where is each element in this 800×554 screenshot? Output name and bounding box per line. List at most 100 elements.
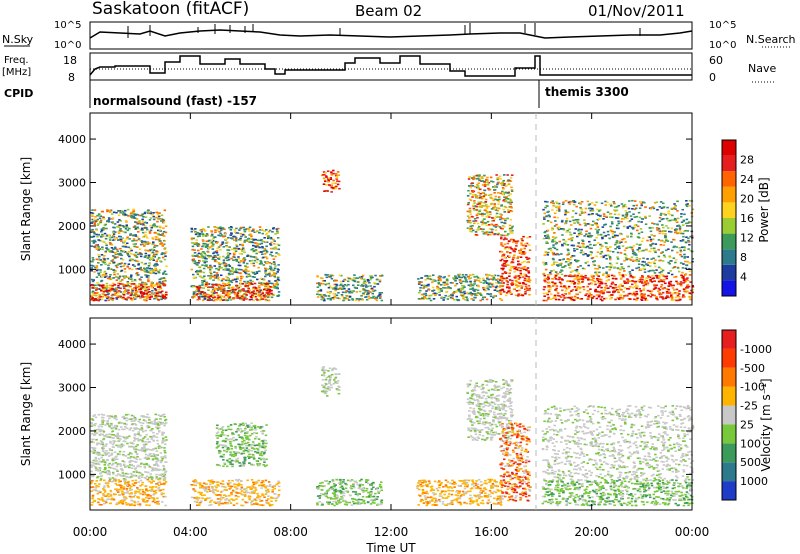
range-gate-cell xyxy=(201,239,205,241)
range-gate-cell xyxy=(239,261,242,263)
range-gate-cell xyxy=(572,219,575,222)
range-gate-cell xyxy=(477,175,481,177)
range-gate-cell xyxy=(153,253,156,256)
range-gate-cell xyxy=(202,267,206,270)
range-gate-cell xyxy=(482,279,485,282)
range-gate-cell xyxy=(509,231,512,234)
range-gate-cell xyxy=(144,262,147,265)
range-gate-cell xyxy=(419,289,422,292)
range-gate-cell xyxy=(559,296,563,298)
range-gate-cell xyxy=(154,216,158,219)
range-gate-cell xyxy=(640,221,643,223)
range-gate-cell xyxy=(487,288,490,291)
range-gate-cell xyxy=(549,286,552,288)
range-gate-cell xyxy=(677,270,681,273)
range-gate-cell xyxy=(265,241,269,243)
range-gate-cell xyxy=(122,296,125,299)
range-gate-cell xyxy=(565,217,569,220)
range-gate-cell xyxy=(622,225,626,228)
range-gate-cell xyxy=(229,234,232,236)
range-gate-cell xyxy=(519,273,523,276)
range-gate-cell xyxy=(163,253,166,255)
range-gate-cell xyxy=(316,293,319,295)
range-gate-cell xyxy=(587,223,590,225)
range-gate-cell xyxy=(236,295,239,297)
cpid-panel: CPID normalsound (fast) -157 themis 3300 xyxy=(4,80,629,108)
range-gate-cell xyxy=(632,204,635,207)
range-gate-cell xyxy=(496,233,500,236)
range-gate-cell xyxy=(117,277,121,280)
range-gate-cell xyxy=(222,282,225,285)
range-gate-cell xyxy=(331,297,335,299)
range-gate-cell xyxy=(597,234,600,236)
range-gate-cell xyxy=(679,249,682,252)
range-gate-cell xyxy=(424,292,427,295)
range-gate-cell xyxy=(469,281,472,284)
range-gate-cell xyxy=(143,263,146,266)
range-gate-cell xyxy=(164,255,167,257)
range-gate-cell xyxy=(426,297,429,300)
range-gate-cell xyxy=(108,218,111,220)
range-gate-cell xyxy=(92,286,95,288)
range-gate-cell xyxy=(225,275,228,278)
range-gate-cell xyxy=(358,276,362,279)
range-gate-cell xyxy=(131,280,134,282)
range-gate-cell xyxy=(119,280,122,283)
range-gate-cell xyxy=(254,231,258,233)
range-gate-cell xyxy=(356,277,359,279)
range-gate-cell xyxy=(598,280,601,283)
range-gate-cell xyxy=(123,268,127,270)
range-gate-cell xyxy=(528,287,531,290)
range-gate-cell xyxy=(558,277,562,280)
range-gate-cell xyxy=(634,207,638,210)
range-gate-cell xyxy=(119,291,123,293)
range-gate-cell xyxy=(510,189,514,191)
range-gate-cell xyxy=(515,286,519,288)
range-gate-cell xyxy=(640,240,644,243)
range-gate-cell xyxy=(116,250,119,253)
range-gate-cell xyxy=(543,212,546,215)
range-gate-cell xyxy=(95,219,98,222)
range-gate-cell xyxy=(202,299,205,302)
range-gate-cell xyxy=(253,245,257,247)
range-gate-cell xyxy=(560,278,563,280)
range-gate-cell xyxy=(459,281,463,283)
range-gate-cell xyxy=(227,279,230,282)
range-gate-cell xyxy=(445,282,449,284)
range-gate-cell xyxy=(683,247,687,249)
range-gate-cell xyxy=(432,279,436,281)
range-gate-cell xyxy=(326,170,330,172)
range-gate-cell xyxy=(509,246,512,249)
range-gate-cell xyxy=(666,240,670,242)
range-gate-cell xyxy=(504,265,507,267)
range-gate-cell xyxy=(137,274,140,276)
range-gate-cell xyxy=(147,286,150,288)
range-gate-cell xyxy=(522,253,526,255)
range-gate-cell xyxy=(554,298,558,301)
range-gate-cell xyxy=(466,298,469,300)
range-gate-cell xyxy=(484,222,488,224)
range-gate-cell xyxy=(145,222,149,224)
range-gate-cell xyxy=(117,239,120,241)
range-gate-cell xyxy=(515,290,519,292)
range-gate-cell xyxy=(614,210,617,212)
range-gate-cell xyxy=(161,290,164,293)
range-gate-cell xyxy=(217,258,221,260)
range-gate-cell xyxy=(593,264,597,266)
range-gate-cell xyxy=(131,291,134,294)
range-gate-cell xyxy=(510,247,513,250)
range-gate-cell xyxy=(454,279,457,281)
range-gate-cell xyxy=(469,285,472,287)
range-gate-cell xyxy=(354,299,358,302)
range-gate-cell xyxy=(258,281,261,284)
range-gate-cell xyxy=(483,213,486,215)
range-gate-cell xyxy=(672,257,676,259)
range-gate-cell xyxy=(551,240,554,243)
range-gate-cell xyxy=(233,239,236,241)
range-gate-cell xyxy=(272,273,276,275)
range-gate-cell xyxy=(102,293,105,295)
range-gate-cell xyxy=(583,211,587,214)
range-gate-cell xyxy=(501,245,505,247)
range-gate-cell xyxy=(483,202,486,204)
